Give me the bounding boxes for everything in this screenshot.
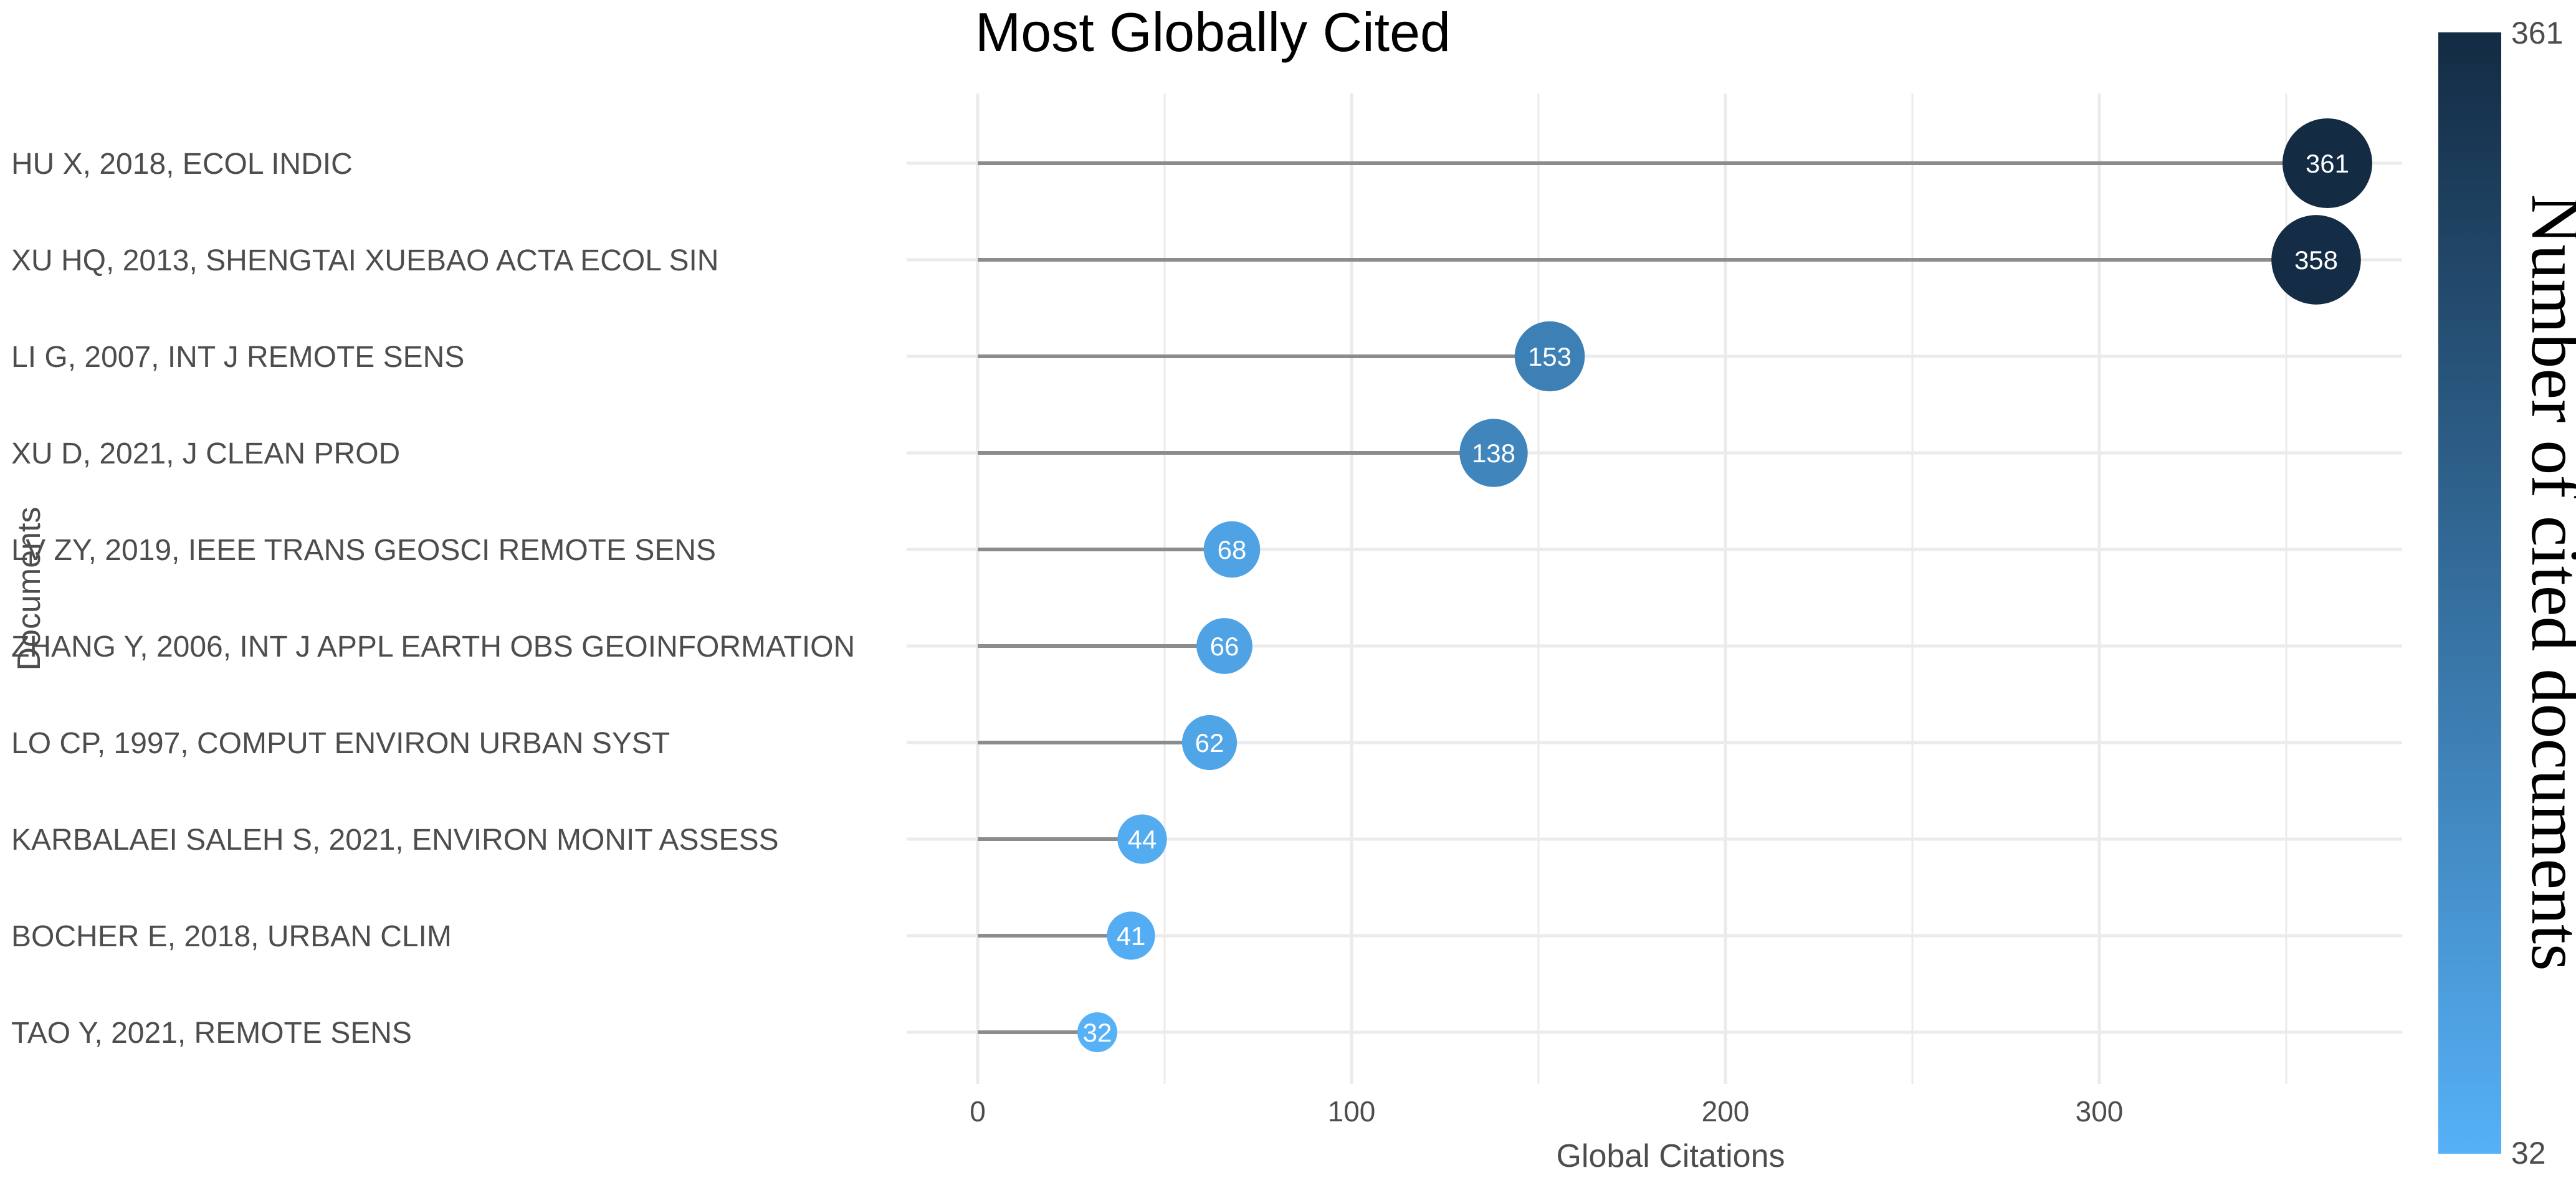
data-label: 153: [1528, 342, 1572, 371]
colorbar-min-label: 32: [2511, 1136, 2546, 1171]
data-point: [1181, 715, 1238, 771]
data-label: 66: [1210, 632, 1239, 661]
colorbar-title: Number of cited documents: [2517, 194, 2576, 971]
y-tick-label: XU HQ, 2013, SHENGTAI XUEBAO ACTA ECOL S…: [11, 244, 718, 277]
x-tick-labels: 0 100 200 300: [970, 1095, 2123, 1128]
data-point: [1117, 814, 1167, 864]
data-point: [1514, 321, 1585, 392]
y-tick-labels: HU X, 2018, ECOL INDIC XU HQ, 2013, SHENG…: [11, 148, 855, 1050]
y-tick-label: BOCHER E, 2018, URBAN CLIM: [11, 920, 452, 953]
x-tick-label: 300: [2076, 1095, 2124, 1128]
data-label: 361: [2306, 149, 2349, 178]
data-point: [1077, 1012, 1117, 1052]
y-tick-label: LO CP, 1997, COMPUT ENVIRON URBAN SYST: [11, 727, 670, 760]
y-tick-label: XU D, 2021, J CLEAN PROD: [11, 437, 400, 470]
data-label: 62: [1195, 728, 1224, 758]
data-point: [2283, 118, 2372, 208]
y-tick-label: LV ZY, 2019, IEEE TRANS GEOSCI REMOTE SE…: [11, 534, 716, 567]
data-label: 68: [1218, 535, 1247, 564]
data-point: [1459, 419, 1528, 487]
data-point: [1203, 521, 1261, 578]
data-label: 138: [1472, 439, 1515, 468]
data-label: 44: [1128, 825, 1157, 854]
segments: [978, 161, 2327, 1034]
y-tick-label: ZHANG Y, 2006, INT J APPL EARTH OBS GEOI…: [11, 630, 855, 663]
data-label: 358: [2294, 245, 2338, 275]
y-tick-label: LI G, 2007, INT J REMOTE SENS: [11, 341, 464, 374]
x-axis-label: Global Citations: [1556, 1138, 1785, 1174]
y-axis-label: Documents: [11, 507, 47, 671]
data-point: [1107, 911, 1155, 960]
x-tick-label: 100: [1328, 1095, 1376, 1128]
data-label: 32: [1083, 1018, 1112, 1047]
chart-title: Most Globally Cited: [975, 1, 1451, 63]
colorbar-max-label: 361: [2511, 16, 2563, 50]
x-tick-label: 0: [970, 1095, 986, 1128]
data-point: [1196, 618, 1252, 674]
colorbar: [2438, 32, 2501, 1154]
data-point: [2271, 215, 2361, 305]
y-tick-label: HU X, 2018, ECOL INDIC: [11, 148, 353, 181]
x-tick-label: 200: [1702, 1095, 1750, 1128]
y-tick-label: TAO Y, 2021, REMOTE SENS: [11, 1017, 412, 1050]
data-label: 41: [1117, 921, 1146, 951]
y-tick-label: KARBALAEI SALEH S, 2021, ENVIRON MONIT A…: [11, 824, 779, 857]
points: 361 358 153 138 68 66 62 44 41 32: [1077, 118, 2372, 1052]
